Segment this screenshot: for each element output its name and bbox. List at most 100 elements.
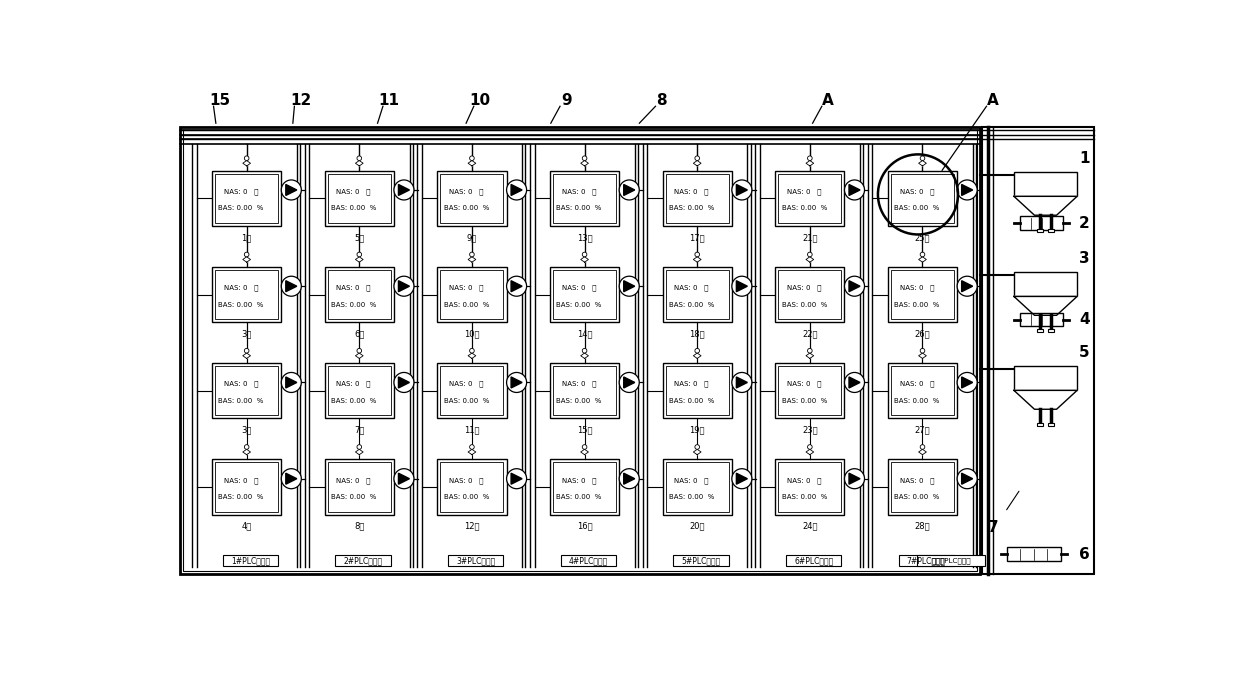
Polygon shape (849, 184, 861, 195)
Polygon shape (624, 281, 635, 292)
Bar (325, 170, 394, 226)
Circle shape (694, 349, 699, 353)
Bar (1014, 272, 1078, 297)
Text: BAS: 0.00  %: BAS: 0.00 % (781, 494, 827, 500)
Circle shape (844, 180, 864, 200)
Polygon shape (693, 257, 701, 262)
Polygon shape (398, 377, 409, 388)
Circle shape (920, 252, 925, 257)
Text: 4孔: 4孔 (242, 522, 252, 531)
Bar (553, 270, 616, 319)
Circle shape (920, 445, 925, 449)
Bar (890, 270, 954, 319)
Bar (553, 462, 616, 511)
Polygon shape (919, 449, 926, 455)
Circle shape (957, 277, 977, 296)
Bar (553, 174, 616, 223)
Circle shape (957, 468, 977, 489)
Circle shape (807, 445, 812, 449)
Bar (327, 270, 391, 319)
Bar (666, 366, 729, 415)
Bar (223, 555, 278, 566)
Circle shape (694, 445, 699, 449)
Text: 7孔: 7孔 (355, 426, 365, 435)
Polygon shape (398, 473, 409, 484)
Text: 10: 10 (470, 93, 491, 107)
Circle shape (507, 468, 527, 489)
Bar (779, 366, 842, 415)
Circle shape (507, 180, 527, 200)
Polygon shape (580, 353, 589, 358)
Text: 15孔: 15孔 (577, 426, 593, 435)
Polygon shape (849, 281, 861, 292)
Bar (779, 270, 842, 319)
Polygon shape (243, 449, 250, 455)
Circle shape (844, 277, 864, 296)
Polygon shape (737, 473, 748, 484)
Text: 17孔: 17孔 (689, 233, 706, 242)
Polygon shape (919, 257, 926, 262)
Text: NAS: 0   级: NAS: 0 级 (224, 285, 258, 291)
Polygon shape (467, 353, 476, 358)
Polygon shape (624, 377, 635, 388)
Text: 1: 1 (1079, 151, 1090, 166)
Circle shape (920, 156, 925, 161)
Polygon shape (624, 184, 635, 195)
Bar (440, 462, 503, 511)
Text: 2: 2 (1079, 216, 1090, 231)
Text: 23孔: 23孔 (802, 426, 817, 435)
Circle shape (244, 349, 249, 353)
Text: NAS: 0   级: NAS: 0 级 (449, 477, 484, 484)
Bar (215, 366, 278, 415)
Bar (438, 459, 507, 515)
Text: 3: 3 (1079, 252, 1090, 266)
Bar (212, 363, 281, 419)
Circle shape (394, 372, 414, 392)
Bar (438, 267, 507, 322)
Text: NAS: 0   级: NAS: 0 级 (562, 477, 596, 484)
Bar (215, 174, 278, 223)
Polygon shape (467, 257, 476, 262)
Polygon shape (962, 377, 972, 388)
Bar (180, 127, 981, 574)
Bar (662, 459, 732, 515)
Bar (666, 270, 729, 319)
Polygon shape (285, 281, 296, 292)
Circle shape (583, 349, 587, 353)
Polygon shape (398, 281, 409, 292)
Bar (325, 363, 394, 419)
Circle shape (957, 180, 977, 200)
Bar (1014, 366, 1078, 390)
Text: BAS: 0.00  %: BAS: 0.00 % (331, 301, 377, 308)
Text: 12孔: 12孔 (464, 522, 480, 531)
Circle shape (244, 156, 249, 161)
Circle shape (281, 372, 301, 392)
Text: 8孔: 8孔 (355, 522, 365, 531)
Polygon shape (285, 473, 296, 484)
Text: 18孔: 18孔 (689, 329, 706, 338)
Polygon shape (511, 184, 522, 195)
Polygon shape (356, 257, 363, 262)
Bar (1021, 313, 1063, 326)
Text: BAS: 0.00  %: BAS: 0.00 % (331, 205, 377, 211)
Polygon shape (356, 353, 363, 358)
Polygon shape (243, 161, 250, 166)
Text: 22孔: 22孔 (802, 329, 817, 338)
Bar (325, 459, 394, 515)
Text: BAS: 0.00  %: BAS: 0.00 % (557, 301, 601, 308)
Circle shape (357, 445, 362, 449)
Bar (775, 459, 844, 515)
Polygon shape (962, 184, 972, 195)
Text: BAS: 0.00  %: BAS: 0.00 % (218, 205, 264, 211)
Bar (890, 366, 954, 415)
Bar (212, 459, 281, 515)
Bar (335, 555, 391, 566)
Circle shape (619, 372, 640, 392)
Text: NAS: 0   级: NAS: 0 级 (900, 188, 934, 195)
Text: NAS: 0   级: NAS: 0 级 (787, 285, 822, 291)
Text: 9孔: 9孔 (466, 233, 477, 242)
Text: BAS: 0.00  %: BAS: 0.00 % (444, 301, 489, 308)
Bar (327, 174, 391, 223)
Polygon shape (1014, 390, 1078, 410)
Text: NAS: 0   级: NAS: 0 级 (900, 477, 934, 484)
